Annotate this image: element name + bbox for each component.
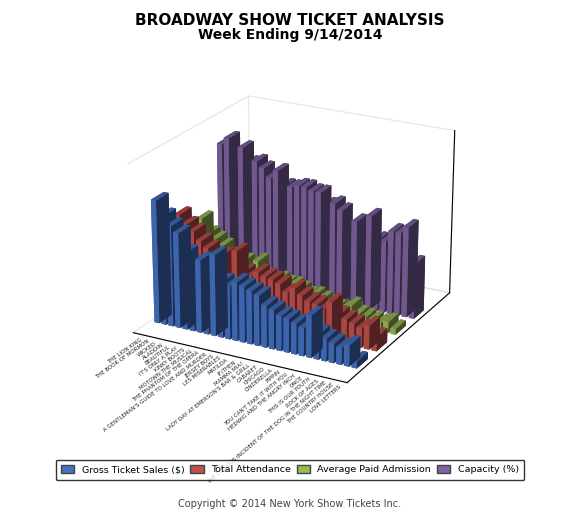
Legend: Gross Ticket Sales ($), Total Attendance, Average Paid Admission, Capacity (%): Gross Ticket Sales ($), Total Attendance… [56, 460, 524, 480]
Text: Copyright © 2014 New York Show Tickets Inc.: Copyright © 2014 New York Show Tickets I… [179, 499, 401, 509]
Text: BROADWAY SHOW TICKET ANALYSIS: BROADWAY SHOW TICKET ANALYSIS [135, 13, 445, 28]
Text: Week Ending 9/14/2014: Week Ending 9/14/2014 [198, 28, 382, 42]
